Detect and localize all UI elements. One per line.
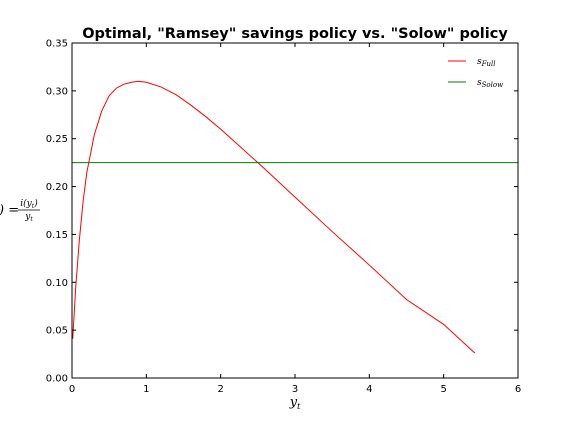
y-axis-label-numerator: i(yt) [20,198,38,210]
legend-label-full: sFull [477,57,495,68]
x-tick-label: 4 [366,384,372,395]
chart-title: Optimal, "Ramsey" savings policy vs. "So… [82,26,508,42]
x-axis-label: yt [289,395,301,411]
x-axis-label-base: y [289,395,298,410]
y-axis-label: ) = i(yt) yt [0,198,40,223]
series-layer [72,80,518,354]
legend-label-solow: sSolow [477,78,503,89]
y-tick-label: 0.25 [46,134,68,145]
legend: sFull sSolow [448,57,503,89]
series-line-full [72,80,476,354]
x-tick-label: 0 [69,384,75,395]
x-tick-label: 3 [292,384,298,395]
y-tick-label: 0.20 [46,182,68,193]
x-tick-label: 6 [515,384,521,395]
y-tick-label: 0.00 [46,374,68,385]
x-tick-label: 2 [217,384,223,395]
y-axis-label-denominator: yt [24,212,33,223]
x-tick-label: 1 [143,384,149,395]
y-axis-label-lhs: ) = [0,203,19,218]
ticks-layer: 0 1 2 3 4 5 6 0.00 0.05 0.10 0.15 0.20 0.25 0.30 0.35 [46,39,521,396]
y-tick-label: 0.30 [46,86,68,97]
y-tick-label: 0.05 [46,326,68,337]
x-axis-label-sub: t [297,402,301,411]
plot-area [72,43,518,378]
plot-background [72,43,518,378]
y-tick-label: 0.15 [46,230,68,241]
y-tick-label: 0.10 [46,278,68,289]
x-tick-label: 5 [440,384,446,395]
y-tick-label: 0.35 [46,39,68,50]
